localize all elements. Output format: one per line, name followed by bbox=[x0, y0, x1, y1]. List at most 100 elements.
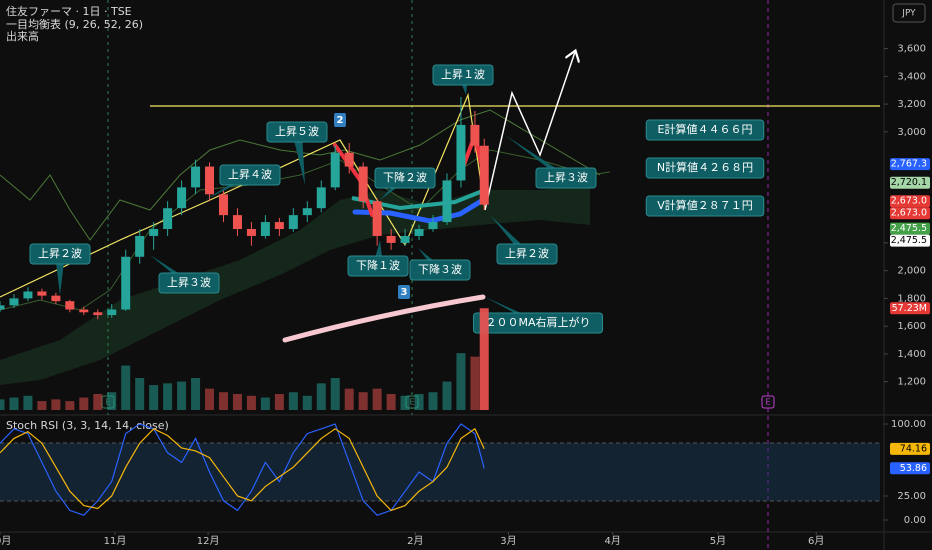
callout-box bbox=[473, 312, 603, 334]
volume-bar bbox=[177, 381, 187, 410]
volume-bar bbox=[386, 394, 396, 410]
callout-box bbox=[645, 119, 765, 141]
candle-body bbox=[51, 295, 61, 302]
callout-text: ２００MA右肩上がり bbox=[485, 315, 590, 329]
candle-body bbox=[330, 152, 340, 188]
volume-bar bbox=[232, 394, 242, 410]
candle-body bbox=[218, 194, 228, 216]
volume-bar bbox=[442, 381, 452, 410]
callout-box bbox=[645, 195, 765, 217]
x-tick-label: 3月 bbox=[500, 535, 516, 547]
candle-body bbox=[428, 222, 438, 230]
y-tick-label: 1,800 bbox=[897, 293, 926, 304]
callout-box bbox=[374, 167, 436, 189]
volume-bar bbox=[205, 388, 215, 410]
stoch-line bbox=[0, 423, 485, 516]
candle-body bbox=[232, 215, 242, 230]
volume-bar bbox=[37, 401, 47, 410]
price-label-bg bbox=[890, 234, 930, 247]
candle-body bbox=[65, 301, 75, 310]
volume-bar bbox=[274, 394, 284, 410]
volume-bar bbox=[330, 378, 340, 410]
currency-button[interactable] bbox=[892, 3, 926, 23]
volume-bar bbox=[456, 353, 466, 410]
callout-box bbox=[535, 167, 597, 189]
callout-text: 上昇１波 bbox=[441, 68, 485, 81]
candle-body bbox=[149, 229, 159, 236]
candle-body bbox=[163, 208, 173, 230]
event-marker: E bbox=[409, 398, 414, 407]
y-tick-label: 1,400 bbox=[897, 349, 926, 360]
callout-box bbox=[432, 64, 494, 86]
callout-box bbox=[496, 243, 558, 265]
wave-tag: 2 bbox=[337, 115, 344, 126]
volume-bar bbox=[191, 378, 201, 410]
stoch-line bbox=[0, 427, 485, 512]
volume-label-bg bbox=[890, 302, 930, 315]
candle-body bbox=[288, 215, 298, 230]
candle-body bbox=[372, 201, 382, 236]
callout-box bbox=[409, 259, 471, 281]
candle-body bbox=[456, 124, 466, 181]
callout-text: 上昇２波 bbox=[505, 247, 549, 260]
volume-bar bbox=[288, 392, 298, 410]
y-tick-label: 3,000 bbox=[897, 127, 926, 138]
volume-bar bbox=[344, 388, 354, 410]
candle-body bbox=[302, 208, 312, 216]
ichimoku-cloud bbox=[0, 185, 590, 385]
volume-bar bbox=[93, 394, 103, 410]
y-tick-label: 1,600 bbox=[897, 321, 926, 332]
volume-bar bbox=[316, 383, 326, 410]
candle-body bbox=[400, 235, 410, 243]
stoch-band bbox=[0, 443, 880, 501]
volume-bar bbox=[358, 392, 368, 410]
event-marker-bg bbox=[761, 395, 775, 409]
volume-label: 57.23M bbox=[892, 303, 927, 314]
x-tick-label: 4月 bbox=[605, 535, 621, 547]
x-tick-label: 6月 bbox=[808, 535, 824, 547]
volume-bar bbox=[51, 399, 61, 410]
price-label-bg bbox=[890, 195, 930, 208]
volume-bar bbox=[149, 385, 159, 410]
callout-text: 上昇５波 bbox=[275, 125, 319, 138]
candle-body bbox=[316, 187, 326, 209]
candle-body bbox=[260, 222, 270, 236]
price-label: 2,475.5 bbox=[891, 235, 927, 246]
stoch-label: 74.16 bbox=[900, 443, 927, 454]
wave-tag: 3 bbox=[401, 287, 408, 298]
y-tick-label: 3,600 bbox=[897, 44, 926, 55]
volume-bar bbox=[23, 395, 33, 410]
price-label-bg bbox=[890, 222, 930, 235]
volume-bar bbox=[302, 395, 312, 410]
callout-text: E計算値４４６６円 bbox=[658, 122, 753, 136]
indicator-legend: Stoch RSI (3, 3, 14, 14, close) bbox=[6, 419, 169, 432]
callout-pointer bbox=[292, 132, 305, 185]
price-label: 2,673.0 bbox=[891, 196, 927, 207]
currency[interactable]: JPY bbox=[901, 9, 916, 19]
candle-body bbox=[414, 229, 424, 236]
candle-body bbox=[0, 305, 5, 310]
y-tick-label: 3,400 bbox=[897, 71, 926, 82]
y-tick-label: 1,200 bbox=[897, 377, 926, 388]
volume-bar bbox=[121, 365, 131, 410]
wave-line bbox=[0, 92, 486, 298]
volume-bar bbox=[107, 392, 117, 410]
volume-bar bbox=[260, 397, 270, 410]
candle-body bbox=[177, 187, 187, 209]
volume-bar bbox=[65, 401, 75, 410]
x-tick-label: 2月 bbox=[407, 535, 423, 547]
stoch-label: 53.86 bbox=[900, 463, 927, 474]
callout-pointer bbox=[505, 135, 571, 178]
candle-body bbox=[191, 166, 201, 188]
price-label-bg bbox=[890, 158, 930, 171]
volume-bar bbox=[135, 378, 145, 410]
y-tick-label: 100.00 bbox=[891, 419, 926, 430]
callout-box bbox=[29, 243, 91, 265]
indicator-legend: 一目均衡表 (9, 26, 52, 26) bbox=[6, 17, 143, 31]
candle-body bbox=[79, 309, 89, 313]
price-label: 2,767.3 bbox=[891, 159, 927, 170]
indicator-legend: 出来高 bbox=[6, 29, 39, 43]
candle-body bbox=[107, 309, 117, 316]
